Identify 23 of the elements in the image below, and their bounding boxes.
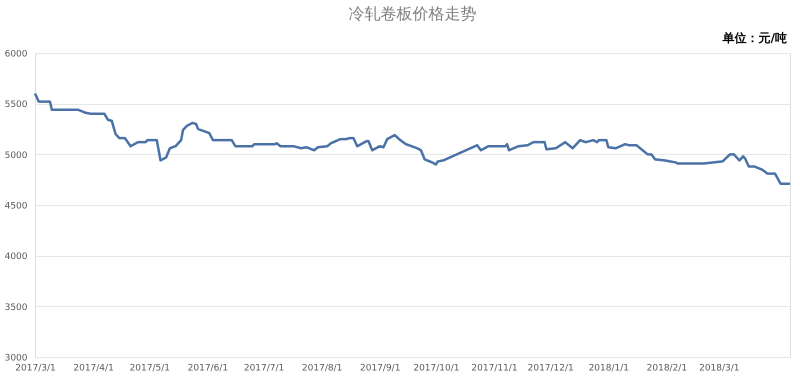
x-tick-label: 2017/8/1 xyxy=(302,364,342,374)
x-tick-label: 2017/5/1 xyxy=(130,364,170,374)
line-series xyxy=(34,92,792,185)
x-tick-label: 2017/3/1 xyxy=(15,364,56,374)
y-tick-label: 3500 xyxy=(4,302,28,313)
y-tick-label: 5000 xyxy=(4,150,28,161)
y-tick-label: 5500 xyxy=(4,100,28,110)
y-tick-label: 3000 xyxy=(4,354,28,364)
text: 单位：元/吨 xyxy=(722,31,787,45)
x-tick-label: 2018/2/1 xyxy=(646,364,688,374)
x-tick-label: 2018/3/1 xyxy=(699,364,740,374)
x-tick-label: 2017/7/1 xyxy=(244,364,284,374)
x-tick-label: 2017/11/1 xyxy=(471,364,518,374)
y-tick-label: 4500 xyxy=(4,202,28,212)
x-tick-label: 2018/1/1 xyxy=(588,364,629,374)
x-tick-label: 2017/10/1 xyxy=(413,364,460,374)
y-tick-label: 4000 xyxy=(4,252,28,262)
x-tick-label: 2017/4/1 xyxy=(73,364,114,374)
x-tick-label: 2017/6/1 xyxy=(188,364,228,374)
x-tick-label: 2017/12/1 xyxy=(528,364,574,374)
chart-title: 冷轧卷板价格走势 xyxy=(348,4,476,23)
x-tick-label: 2017/9/1 xyxy=(360,364,400,374)
y-tick-label: 6000 xyxy=(4,50,28,60)
